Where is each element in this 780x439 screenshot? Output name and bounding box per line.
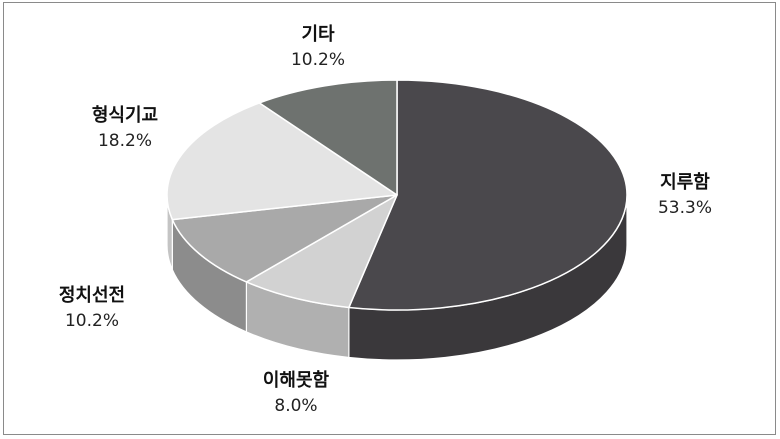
pie-slice-3	[171, 194, 398, 283]
pie-labels: 지루함 53.3% 이해못함 8.0% 정치선전 10.2% 형식기교 18.2% 기타 10.2…	[59, 24, 712, 416]
pie-slices	[166, 79, 628, 311]
slice-value-4: 18.2%	[98, 131, 152, 151]
slice-label-3: 정치선전	[59, 285, 125, 306]
slice-label-1: 지루함	[660, 171, 710, 193]
slice-value-5: 10.2%	[291, 50, 345, 70]
pie-slice-2	[245, 194, 398, 309]
slice-value-3: 10.2%	[65, 311, 119, 331]
slice-label-5: 기타	[301, 24, 335, 45]
pie-slice-1	[348, 79, 628, 311]
pie-slice-5	[258, 79, 398, 196]
slice-value-1: 53.3%	[658, 198, 712, 218]
slice-label-4: 형식기교	[92, 105, 158, 126]
slice-value-2: 8.0%	[274, 396, 317, 416]
slice-label-2: 이해못함	[263, 369, 330, 391]
pie-slice-4	[166, 102, 398, 221]
